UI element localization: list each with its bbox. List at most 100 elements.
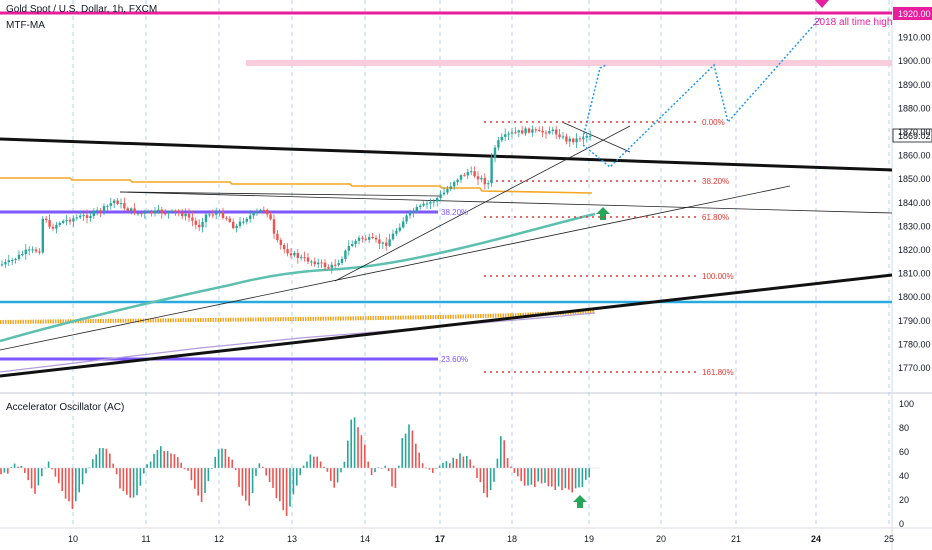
candle-body xyxy=(419,205,422,208)
oscillator-bar xyxy=(404,433,407,468)
candle-body xyxy=(21,254,24,256)
candle-body xyxy=(269,214,272,220)
candle-body xyxy=(534,129,537,131)
candle-body xyxy=(463,175,466,177)
oscillator-bar xyxy=(517,468,519,477)
oscillator-bar xyxy=(61,468,63,491)
candle-body xyxy=(252,212,255,216)
trendline-thin-3 xyxy=(334,125,631,282)
candle-body xyxy=(262,209,265,211)
candle-body xyxy=(62,220,65,223)
oscillator-bar xyxy=(136,468,138,496)
oscillator-bar xyxy=(421,463,424,468)
candle-body xyxy=(497,140,500,148)
candle-body xyxy=(221,212,225,218)
oscillator-up-arrow-icon xyxy=(573,495,587,508)
oscillator-bar xyxy=(98,448,101,468)
price-axis[interactable]: 1910.00 1900.00 1890.00 1880.00 1870.00 1860.… xyxy=(892,7,932,373)
candle-body xyxy=(490,158,493,184)
oscillator-bar xyxy=(102,448,104,468)
oscillator-bar xyxy=(530,468,533,485)
candle-body xyxy=(439,194,442,199)
candle-body xyxy=(487,183,490,185)
oscillator-bar xyxy=(146,464,148,468)
oscillator-bar xyxy=(217,449,220,468)
candle-body xyxy=(385,242,388,246)
candle-body xyxy=(330,264,333,268)
price-tick-label: 1890.00 xyxy=(898,80,931,90)
oscillator-bar xyxy=(513,468,516,473)
candle-body xyxy=(204,214,208,222)
oscillator-bar xyxy=(47,461,50,468)
candle-body xyxy=(459,175,463,180)
candle-body xyxy=(289,253,293,256)
oscillator-bar xyxy=(194,468,196,489)
candlesticks xyxy=(0,125,592,274)
oscillator-bar xyxy=(319,461,322,468)
oscillator-bar xyxy=(275,468,278,499)
oscillator-bar xyxy=(197,468,199,496)
oscillator-bar xyxy=(170,453,172,468)
oscillator-bar xyxy=(24,468,26,473)
oscillator-bar xyxy=(160,446,162,468)
oscillator-bar xyxy=(466,455,468,468)
oscillator-bar xyxy=(27,468,29,481)
oscillator-bar xyxy=(387,468,390,471)
fib-label-1618: 161.80% xyxy=(702,368,734,377)
candle-body xyxy=(79,215,82,218)
candle-body xyxy=(28,249,31,251)
candle-body xyxy=(381,242,384,244)
price-tick-label: 1870.00 xyxy=(898,127,931,137)
candle-body xyxy=(514,132,517,134)
candle-body xyxy=(266,209,269,215)
oscillator-bar xyxy=(71,468,74,509)
candle-body xyxy=(313,261,316,265)
candle-body xyxy=(235,225,238,229)
chart-background xyxy=(0,0,892,550)
oscillator-bar xyxy=(37,468,40,486)
candle-body xyxy=(113,200,116,204)
oscillator-bar xyxy=(183,468,186,470)
oscillator-bar xyxy=(200,468,203,502)
candle-body xyxy=(106,205,109,207)
oscillator-bar xyxy=(231,459,233,468)
oscillator-bar xyxy=(7,468,9,474)
candle-body xyxy=(510,132,514,134)
oscillator-bar xyxy=(537,468,539,482)
oscillator-bar xyxy=(435,467,437,469)
price-tick-label: 1830.00 xyxy=(898,221,931,231)
time-axis[interactable]: 10 11 12 13 14 17 18 19 20 21 24 25 xyxy=(68,534,894,544)
candle-body xyxy=(55,224,58,229)
osc-tick-label: 40 xyxy=(899,471,909,481)
candle-body xyxy=(65,219,68,221)
oscillator-bar xyxy=(285,468,288,516)
candle-body xyxy=(208,214,211,216)
oscillator-bar xyxy=(75,468,77,502)
oscillator-axis[interactable]: 100 80 60 40 20 0 xyxy=(899,399,914,529)
candle-body xyxy=(276,233,279,241)
candle-body xyxy=(293,252,296,256)
candle-body xyxy=(415,207,418,212)
trendline-thin-2 xyxy=(0,185,791,351)
ath-marker-icon xyxy=(815,0,829,8)
oscillator-bar xyxy=(95,454,97,468)
candle-body xyxy=(456,179,459,183)
oscillator-bar xyxy=(299,468,301,476)
price-tick-label: 1780.00 xyxy=(898,339,931,349)
oscillator-bar xyxy=(292,468,295,495)
time-tick-label: 19 xyxy=(584,534,594,544)
candle-body xyxy=(361,237,364,239)
oscillator-bar xyxy=(432,468,434,473)
candle-body xyxy=(184,213,187,217)
time-tick-label: 17 xyxy=(435,534,445,544)
oscillator-bar xyxy=(309,454,312,468)
candle-body xyxy=(170,210,174,212)
candle-body xyxy=(323,262,327,268)
candle-body xyxy=(589,135,592,137)
candle-body xyxy=(558,134,561,138)
candle-body xyxy=(181,212,184,217)
candle-body xyxy=(51,226,55,229)
oscillator-bar xyxy=(296,468,298,486)
candle-body xyxy=(344,250,347,259)
